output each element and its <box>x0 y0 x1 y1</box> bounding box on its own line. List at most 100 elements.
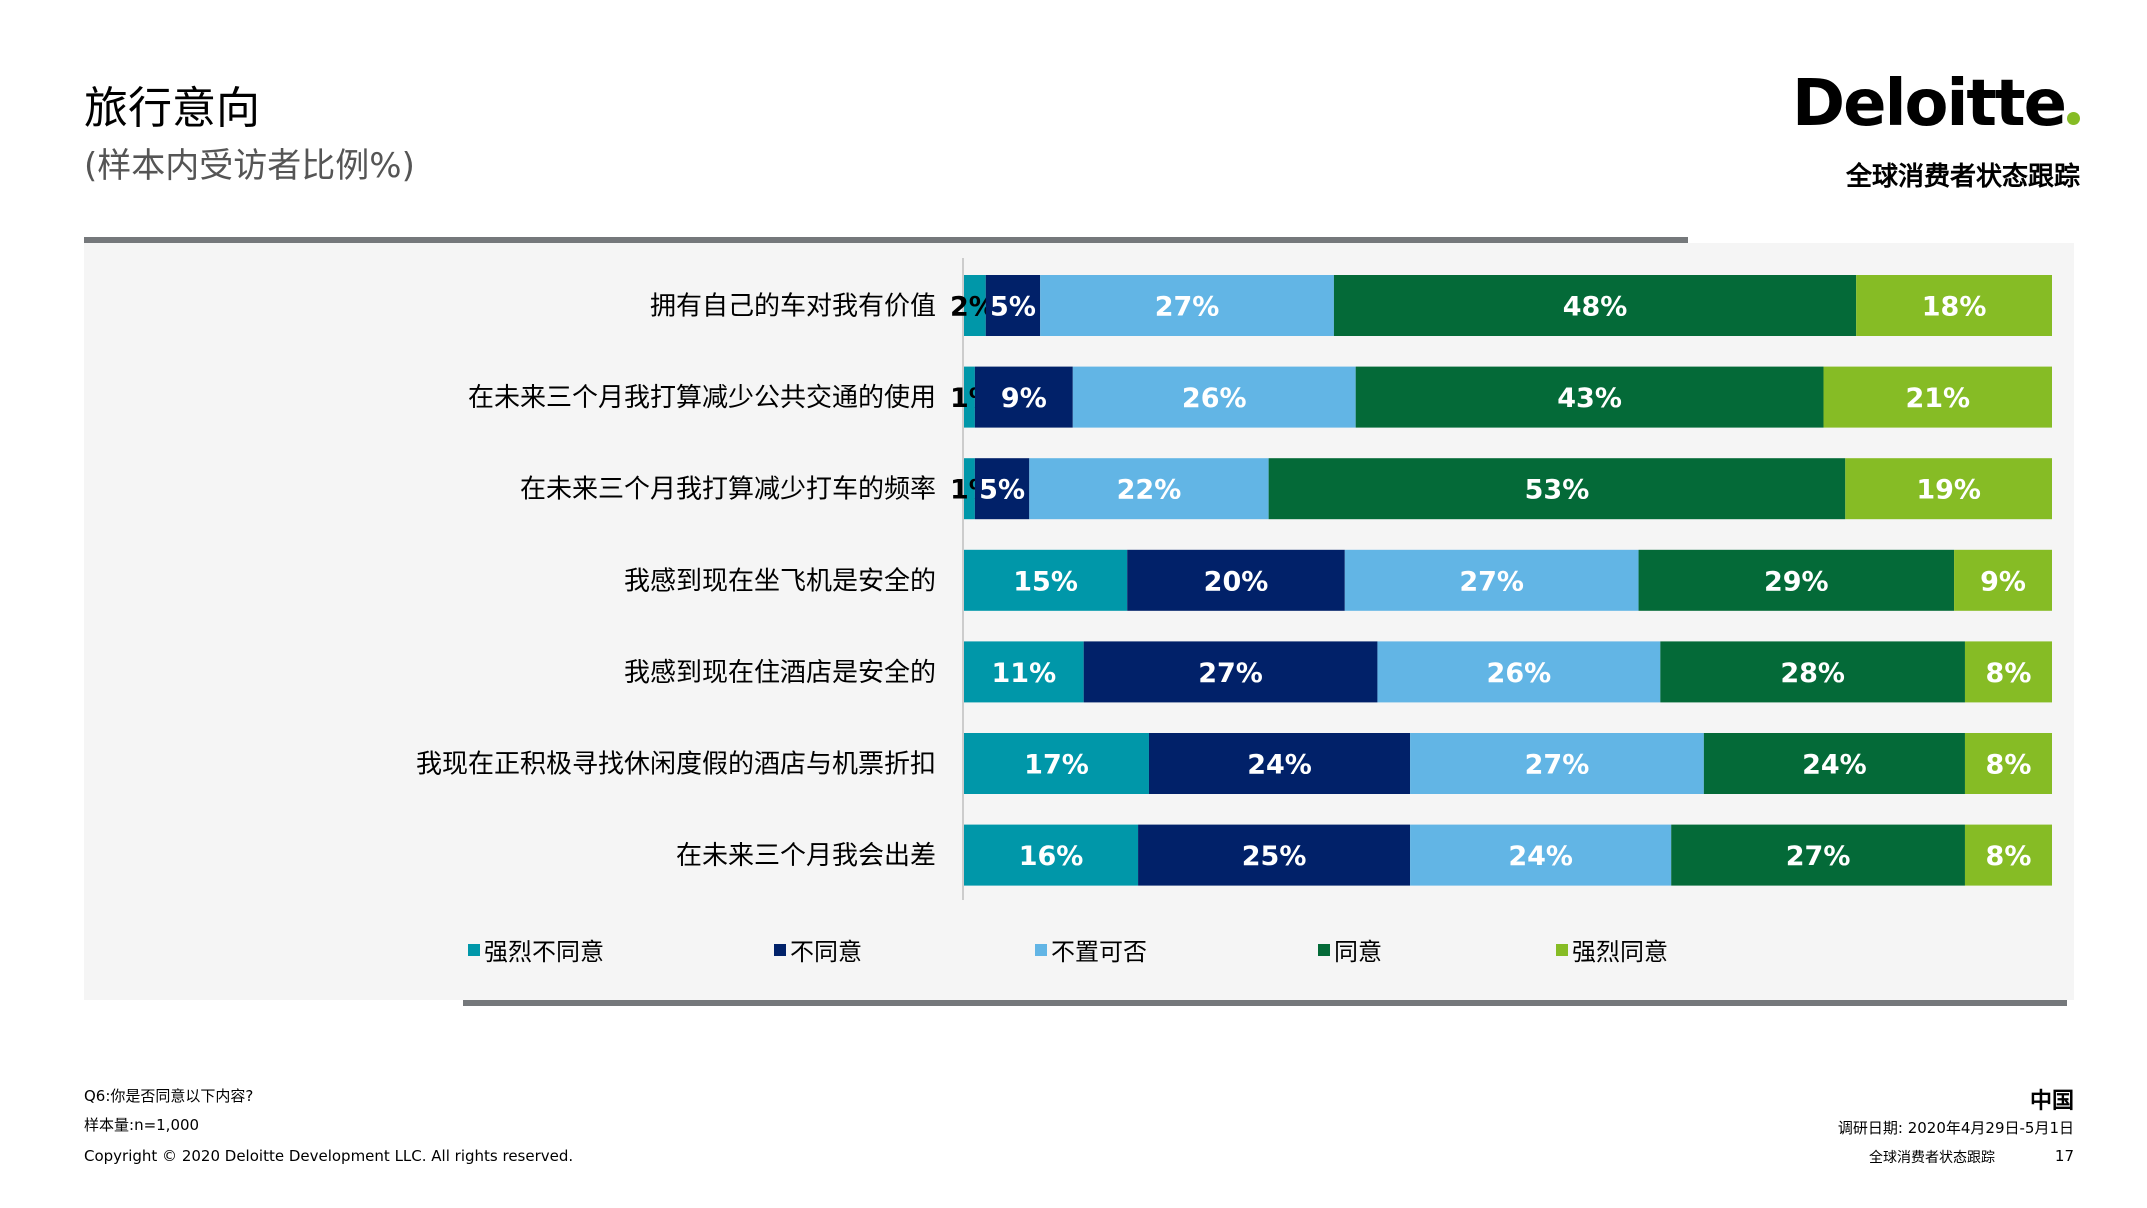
logo-subtitle: 全球消费者状态跟踪 <box>1845 162 2080 192</box>
legend-item: 不置可否 <box>1035 932 1147 967</box>
data-label: 27% <box>1459 566 1524 597</box>
category-label: 我现在正积极寻找休闲度假的酒店与机票折扣 <box>416 750 936 780</box>
data-label: 15% <box>1013 566 1078 597</box>
bar-segment <box>964 549 1128 611</box>
survey-date-value: 2020年4月29日-5月1日 <box>1907 1119 2074 1137</box>
category-label: 在未来三个月我会出差 <box>676 841 936 871</box>
data-label: 17% <box>1024 750 1089 781</box>
data-label: 43% <box>1557 383 1622 414</box>
bar-segment <box>1410 733 1704 794</box>
question-note: Q6:你是否同意以下内容? <box>84 1087 254 1105</box>
bar-segment <box>1029 458 1269 520</box>
bar-segment <box>1333 275 1857 336</box>
category-label: 在未来三个月我打算减少公共交通的使用 <box>468 383 936 413</box>
legend-item: 不同意 <box>774 932 862 967</box>
copyright: Copyright © 2020 Deloitte Development LL… <box>84 1147 574 1165</box>
legend-swatch <box>1035 943 1047 956</box>
bar-segment <box>974 458 1030 520</box>
legend-label: 同意 <box>1334 938 1382 966</box>
bottom-divider <box>463 1000 2067 1006</box>
data-label: 27% <box>1786 841 1851 872</box>
bar-segment <box>964 824 1139 886</box>
data-label: 21% <box>1905 383 1970 414</box>
bar-segment <box>1823 366 2052 428</box>
category-label: 我感到现在坐飞机是安全的 <box>624 566 936 596</box>
data-label: 16% <box>1019 841 1084 872</box>
category-label: 在未来三个月我打算减少打车的频率 <box>520 475 936 505</box>
data-label: 27% <box>1155 292 1220 323</box>
data-label: 9% <box>1001 383 1047 414</box>
sample-size-value: n=1,000 <box>134 1116 200 1134</box>
data-label: 26% <box>1182 383 1247 414</box>
bar-segment <box>1148 733 1411 794</box>
bar-segment <box>1127 549 1345 611</box>
bar-segment <box>1845 458 2052 520</box>
data-label: 8% <box>1986 658 2032 689</box>
legend-swatch <box>774 943 786 956</box>
legend-label: 不同意 <box>790 938 862 966</box>
category-label: 我感到现在住酒店是安全的 <box>624 658 936 688</box>
legend-item: 强烈不同意 <box>468 932 604 967</box>
sample-size-label: 样本量: <box>84 1116 135 1134</box>
data-label: 5% <box>990 292 1036 323</box>
logo-wordmark: Deloitte <box>1792 67 2067 141</box>
bar-segment <box>1268 458 1846 520</box>
bar-segment <box>964 458 975 520</box>
bar-segment <box>1671 824 1965 886</box>
bar-segment <box>1355 366 1824 428</box>
bar-segment <box>1964 824 2052 886</box>
data-label: 53% <box>1525 475 1590 506</box>
bar-segment <box>964 641 1084 703</box>
bar-segment <box>964 366 975 428</box>
legend-item: 同意 <box>1318 932 1382 967</box>
data-label: 25% <box>1242 841 1307 872</box>
bar-segment <box>1964 733 2052 794</box>
data-label: 28% <box>1780 658 1845 689</box>
data-label: 24% <box>1508 841 1573 872</box>
bar-segment <box>1040 275 1334 336</box>
sample-size: 样本量:n=1,000 <box>84 1114 199 1135</box>
data-label: 5% <box>979 475 1025 506</box>
page-title: 旅行意向 <box>84 83 260 134</box>
legend-label: 强烈同意 <box>1572 938 1668 966</box>
data-label: 8% <box>1986 841 2032 872</box>
data-label: 22% <box>1117 475 1182 506</box>
legend-swatch <box>1556 943 1568 956</box>
legend-label: 不置可否 <box>1051 938 1147 966</box>
data-label: 8% <box>1986 750 2032 781</box>
data-label: 9% <box>1980 566 2026 597</box>
survey-date-label: 调研日期: <box>1837 1119 1903 1137</box>
data-label: 18% <box>1922 292 1987 323</box>
bar-segment <box>1964 641 2052 703</box>
bar-segment <box>1072 366 1356 428</box>
data-label: 24% <box>1802 750 1867 781</box>
top-divider <box>84 237 1688 243</box>
data-label: 48% <box>1563 292 1628 323</box>
legend-label: 强烈不同意 <box>484 938 604 966</box>
bar-segment <box>1138 824 1411 886</box>
bar-segment <box>1344 549 1639 611</box>
legend-swatch <box>468 943 480 956</box>
legend-item: 强烈同意 <box>1556 932 1668 967</box>
legend-swatch <box>1318 943 1330 956</box>
data-label: 20% <box>1204 566 1269 597</box>
deloitte-logo: Deloitte <box>1792 72 2080 136</box>
logo-dot-icon <box>2067 112 2080 125</box>
data-label: 27% <box>1198 658 1263 689</box>
bar-segment <box>974 366 1073 428</box>
chart-legend: 强烈不同意 不同意 不置可否 同意 强烈同意 <box>0 932 2147 966</box>
bar-segment <box>1703 733 1965 794</box>
bar-segment <box>1638 549 1955 611</box>
page-number: 17 <box>2054 1147 2074 1165</box>
bar-segment <box>1377 641 1661 703</box>
bar-segment <box>1660 641 1965 703</box>
bar-segment <box>1083 641 1378 703</box>
bar-segment <box>1954 549 2052 611</box>
country-label: 中国 <box>2029 1089 2074 1114</box>
category-label: 拥有自己的车对我有价值 <box>650 292 936 322</box>
data-label: 27% <box>1525 750 1590 781</box>
data-label: 11% <box>992 658 1057 689</box>
data-label: 24% <box>1247 750 1312 781</box>
bar-segment <box>1410 824 1672 886</box>
bar-segment <box>1856 275 2052 336</box>
